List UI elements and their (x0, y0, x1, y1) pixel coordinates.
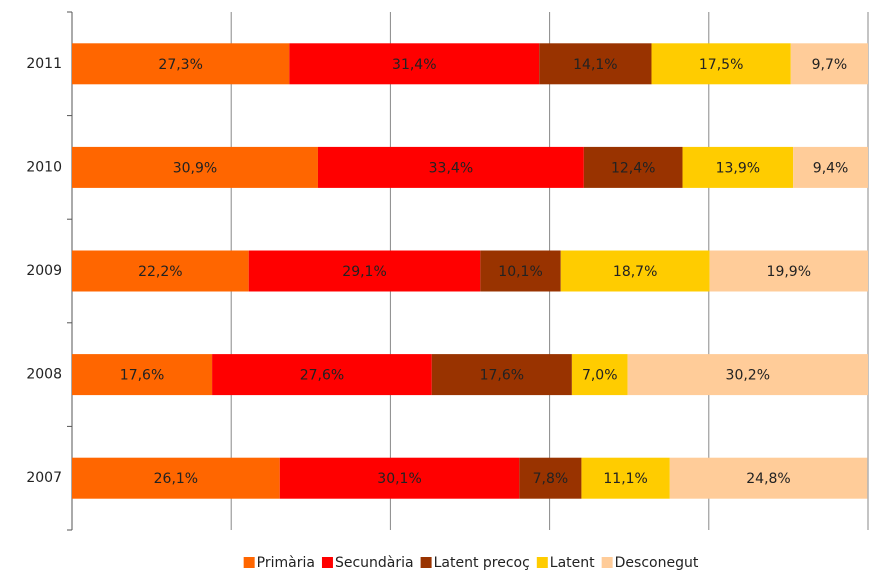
data-label: 11,1% (603, 471, 647, 487)
y-tick-label: 2008 (26, 367, 62, 383)
bar-segment (72, 43, 290, 85)
legend-swatch (321, 557, 333, 568)
data-label: 30,1% (377, 471, 421, 487)
data-label: 17,6% (120, 368, 164, 384)
legend-swatch (536, 557, 548, 568)
legend-label: Latent precoç (434, 555, 530, 571)
data-label: 17,5% (699, 57, 743, 73)
legend-swatch (601, 557, 613, 568)
bar-segment (560, 250, 710, 292)
y-tick-label: 2007 (26, 470, 62, 486)
bar-segment (72, 354, 213, 396)
legend-label: Latent (550, 555, 595, 571)
bar-segment (709, 250, 868, 292)
data-label: 27,3% (158, 57, 202, 73)
bar-segment (279, 457, 520, 499)
bar-segment (682, 146, 794, 188)
legend-label: Primària (257, 555, 315, 571)
bar-segment (72, 250, 249, 292)
bar-segment (571, 354, 628, 396)
y-tick-label: 2010 (26, 159, 62, 175)
bar-segment (627, 354, 868, 396)
data-label: 22,2% (138, 264, 182, 280)
bar-segment (72, 457, 280, 499)
data-label: 33,4% (429, 160, 473, 176)
y-tick-label: 2011 (26, 56, 62, 72)
data-label: 13,9% (716, 160, 760, 176)
data-label: 9,4% (813, 160, 849, 176)
data-label: 27,6% (300, 368, 344, 384)
legend-swatch (420, 557, 432, 568)
bar-segment (793, 146, 868, 188)
bar-segment (72, 146, 318, 188)
data-label: 12,4% (611, 160, 655, 176)
bar-segment (790, 43, 868, 85)
bar-segment (651, 43, 791, 85)
bar-segment (289, 43, 540, 85)
legend-label: Secundària (335, 555, 414, 571)
bar-segment (431, 354, 572, 396)
bar-segment (212, 354, 432, 396)
bar-segment (583, 146, 683, 188)
bar-segment (581, 457, 670, 499)
data-label: 19,9% (767, 264, 811, 280)
bar-segment (248, 250, 481, 292)
y-tick-label: 2009 (26, 263, 62, 279)
data-label: 31,4% (392, 57, 436, 73)
data-label: 30,9% (173, 160, 217, 176)
data-label: 30,2% (726, 368, 770, 384)
data-label: 7,0% (582, 368, 618, 384)
data-label: 14,1% (573, 57, 617, 73)
data-label: 29,1% (342, 264, 386, 280)
bar-segment (669, 457, 868, 499)
bar-segment (480, 250, 561, 292)
legend-swatch (243, 557, 255, 568)
data-label: 7,8% (533, 471, 569, 487)
data-label: 24,8% (746, 471, 790, 487)
data-label: 17,6% (480, 368, 524, 384)
data-label: 18,7% (613, 264, 657, 280)
data-label: 26,1% (154, 471, 198, 487)
bar-segment (317, 146, 584, 188)
data-label: 9,7% (812, 57, 848, 73)
data-label: 10,1% (498, 264, 542, 280)
bar-segment (539, 43, 652, 85)
bar-segment (519, 457, 582, 499)
legend-label: Desconegut (615, 555, 699, 571)
